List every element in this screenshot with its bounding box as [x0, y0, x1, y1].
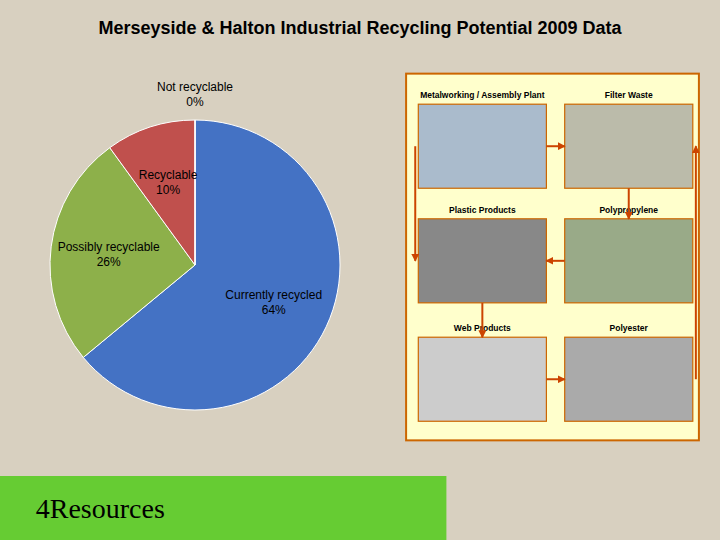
diagram-cell — [565, 104, 693, 188]
diagram-cell-label: Filter Waste — [605, 90, 653, 100]
slice-category-label: Not recyclable — [157, 80, 233, 94]
slice-value-label: 0% — [186, 95, 204, 109]
pie-labels: Currently recycled64% Possibly recyclable… — [58, 80, 322, 317]
slice-category-label: Currently recycled — [225, 288, 322, 302]
diagram-cell-label: Polyester — [610, 323, 649, 333]
footer-bar — [0, 476, 446, 540]
slice-value-label: 10% — [156, 183, 180, 197]
footer-text: 4Resources — [36, 493, 165, 524]
chart-canvas: Merseyside & Halton Industrial Recycling… — [0, 0, 720, 540]
diagram-cell — [418, 104, 546, 188]
slice-value-label: 64% — [262, 303, 286, 317]
flow-arrow — [546, 145, 564, 147]
diagram-cell-label: Metalworking / Assembly Plant — [420, 90, 545, 100]
flow-arrow — [695, 146, 697, 379]
diagram-cell — [565, 219, 693, 303]
background — [0, 0, 720, 540]
flow-arrow — [481, 303, 483, 337]
diagram-cell — [418, 219, 546, 303]
flow-arrow — [546, 378, 564, 380]
slice-category-label: Recyclable — [139, 168, 198, 182]
slice-value-label: 26% — [97, 255, 121, 269]
flow-arrow — [414, 146, 416, 261]
flow-arrow — [546, 260, 564, 262]
recycling-diagram: Metalworking / Assembly Plant Filter Wast… — [406, 74, 699, 441]
diagram-cell — [565, 337, 693, 421]
slice-category-label: Possibly recyclable — [58, 240, 160, 254]
pie — [50, 120, 340, 410]
flow-arrow — [628, 188, 630, 219]
diagram-box — [406, 74, 699, 441]
diagram-cell — [418, 337, 546, 421]
diagram-cell-label: Plastic Products — [449, 205, 516, 215]
pie-slice — [195, 120, 196, 265]
title: Merseyside & Halton Industrial Recycling… — [98, 18, 622, 38]
